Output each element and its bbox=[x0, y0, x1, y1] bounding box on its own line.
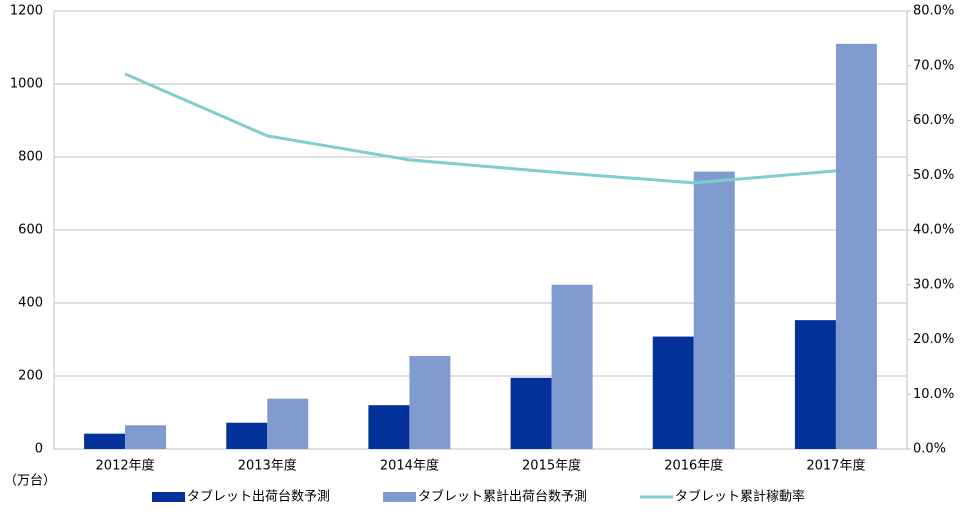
y2-tick-label: 70.0% bbox=[913, 58, 954, 73]
y-tick-label: 1200 bbox=[10, 4, 43, 19]
bar bbox=[551, 284, 593, 449]
y2-tick-label: 80.0% bbox=[913, 4, 954, 19]
x-tick-label: 2017年度 bbox=[806, 458, 865, 474]
bar bbox=[409, 355, 451, 449]
bar bbox=[125, 425, 167, 449]
legend-marker bbox=[152, 492, 185, 502]
bar bbox=[226, 422, 268, 449]
y-tick-label: 0 bbox=[35, 442, 43, 457]
bar bbox=[835, 43, 877, 449]
y-tick-label: 600 bbox=[18, 223, 43, 238]
y2-tick-label: 30.0% bbox=[913, 277, 954, 292]
line bbox=[124, 72, 837, 185]
y-tick-label: 1000 bbox=[10, 77, 43, 92]
y2-tick-label: 0.0% bbox=[913, 442, 946, 457]
x-tick-label: 2014年度 bbox=[380, 458, 439, 474]
y2-tick-label: 50.0% bbox=[913, 168, 954, 183]
x-tick-label: 2016年度 bbox=[664, 458, 723, 474]
bar bbox=[267, 398, 309, 449]
bar bbox=[368, 405, 410, 449]
bar bbox=[652, 336, 694, 449]
bar bbox=[794, 320, 836, 449]
unit-label: （万台） bbox=[4, 474, 56, 489]
y2-tick-label: 40.0% bbox=[913, 223, 954, 238]
y2-tick-label: 60.0% bbox=[913, 113, 954, 128]
legend-label: タブレット出荷台数予測 bbox=[187, 489, 330, 505]
legend-label: タブレット累計出荷台数予測 bbox=[418, 489, 587, 505]
legend-marker bbox=[383, 492, 416, 502]
bar bbox=[84, 433, 126, 449]
y-tick-label: 200 bbox=[18, 369, 43, 384]
x-tick-label: 2015年度 bbox=[522, 458, 581, 474]
legend-label: タブレット累計稼動率 bbox=[675, 489, 805, 505]
y2-tick-label: 20.0% bbox=[913, 332, 954, 347]
bar bbox=[510, 377, 552, 449]
x-tick-label: 2012年度 bbox=[96, 458, 155, 474]
y-tick-label: 800 bbox=[18, 150, 43, 165]
y2-tick-label: 10.0% bbox=[913, 387, 954, 402]
bar bbox=[693, 171, 735, 449]
y-tick-label: 400 bbox=[18, 296, 43, 311]
x-tick-label: 2013年度 bbox=[238, 458, 297, 474]
